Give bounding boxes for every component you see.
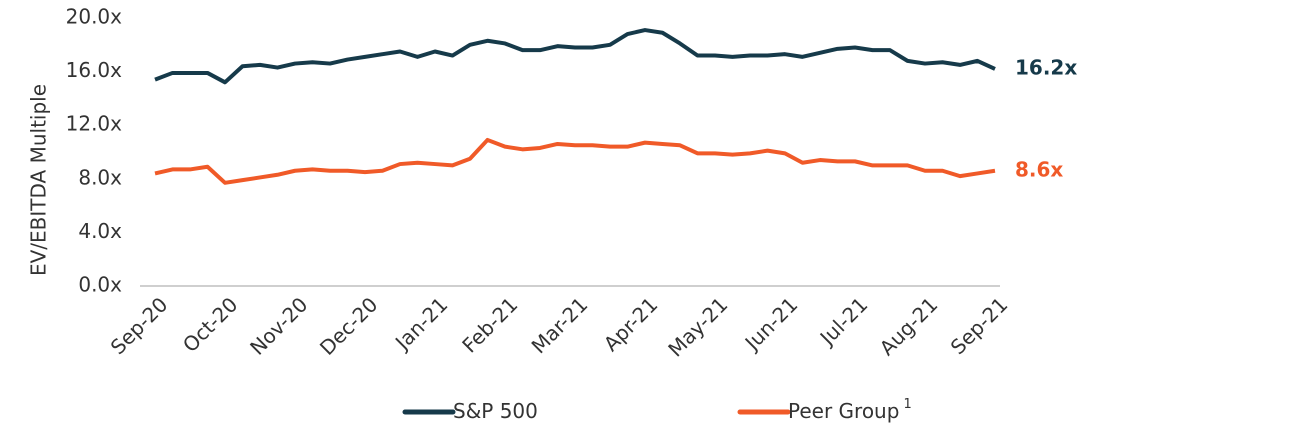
y-tick-label: 12.0x [66, 112, 123, 136]
y-tick-label: 0.0x [78, 273, 122, 297]
x-tick-label: Oct-20 [178, 292, 243, 357]
legend-label: Peer Group 1 [788, 397, 912, 423]
legend-item: Peer Group 1 [737, 397, 912, 423]
y-axis-label: EV/EBITDA Multiple [27, 84, 51, 276]
legend-item: S&P 500 [402, 399, 538, 423]
x-tick-label: Sep-20 [106, 292, 173, 359]
x-tick-label: Jan-21 [389, 292, 452, 355]
x-tick-label: Mar-21 [527, 292, 593, 358]
legend-text: Peer Group [788, 399, 899, 423]
x-tick-label: Jun-21 [739, 292, 803, 356]
x-tick-label: Jul-21 [814, 292, 873, 351]
x-tick-label: May-21 [663, 292, 732, 361]
legend-text: S&P 500 [453, 399, 538, 423]
x-tick-label: Nov-20 [245, 292, 312, 359]
series-line [154, 28, 996, 85]
x-tick-label: Apr-21 [599, 292, 663, 356]
x-tick-label: Dec-20 [315, 292, 382, 359]
x-tick-label: Feb-21 [457, 292, 522, 357]
x-tick-label: Sep-21 [946, 292, 1013, 359]
y-tick-label: 8.0x [78, 165, 122, 189]
y-tick-label: 4.0x [78, 219, 122, 243]
value-label: 16.2x [1015, 55, 1077, 79]
value-label: 8.6x [1015, 157, 1063, 181]
y-tick-label: 16.0x [66, 58, 123, 82]
series-line [154, 137, 996, 185]
y-tick-label: 20.0x [66, 5, 123, 29]
legend-label: S&P 500 [453, 399, 538, 423]
x-tick-label: Aug-21 [875, 292, 943, 360]
legend-note: 1 [903, 397, 911, 412]
